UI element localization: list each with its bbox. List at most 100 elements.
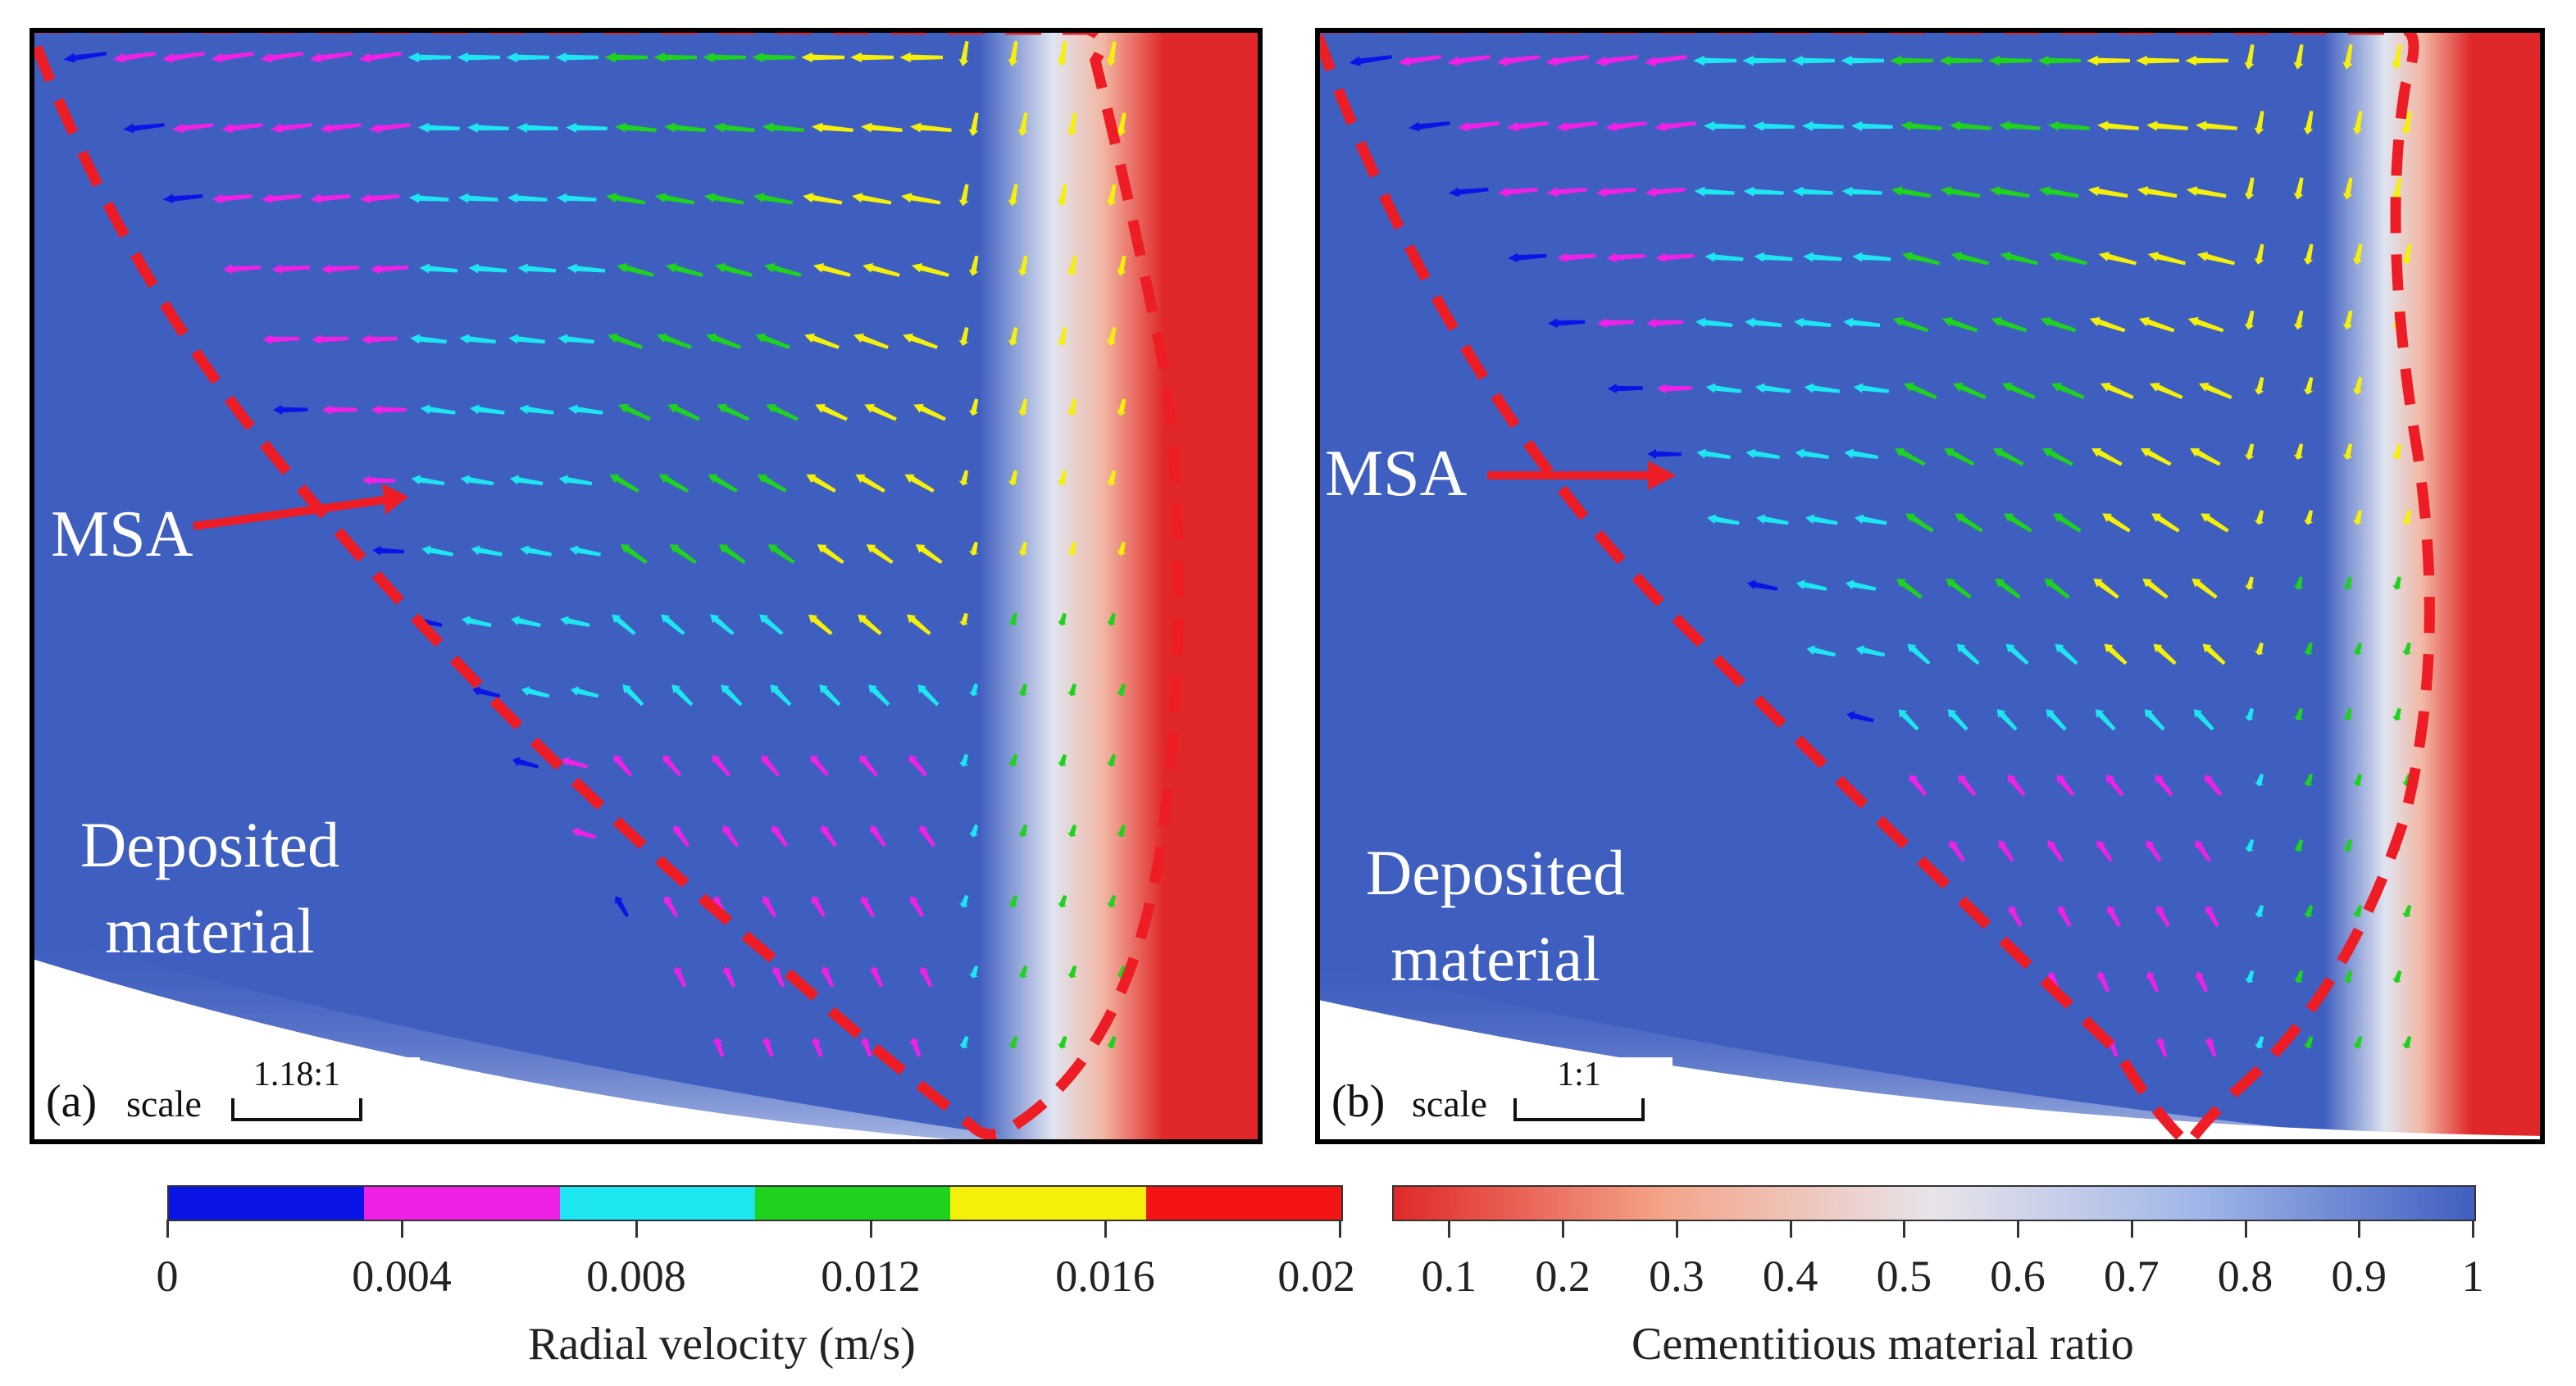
panel-b-velocity-arrow (1791, 55, 1835, 66)
velocity-band-4 (950, 1187, 1146, 1220)
panel-a-velocity-arrow (1067, 541, 1077, 556)
panel-b-velocity-arrow (2392, 970, 2402, 984)
panel-b-velocity-arrow (2153, 643, 2177, 666)
panel-b-velocity-arrow (1703, 120, 1745, 131)
panel-b-velocity-arrow (1448, 187, 1489, 198)
panel-b-velocity-arrow (1956, 643, 1980, 666)
panel-a-velocity-arrow (722, 966, 736, 988)
panel-a-velocity-arrow (469, 404, 505, 415)
panel-b-velocity-arrow (2392, 443, 2402, 460)
panel-b-velocity-arrow (1803, 252, 1842, 262)
panel-a-velocity-arrow (860, 896, 876, 918)
panel-b-velocity-arrow (1746, 579, 1778, 591)
panel-b-velocity-arrow (2095, 709, 2116, 731)
panel-b-velocity-arrow (2244, 310, 2255, 330)
panel-a-velocity-arrow (1017, 112, 1028, 137)
panel-a-velocity-arrow (671, 684, 694, 707)
panel-a-velocity-arrows (63, 40, 1126, 1057)
panel-a-velocity-arrow (908, 755, 928, 777)
panel-b-velocity-arrow (1547, 318, 1586, 329)
panel-a-velocity-arrow (1067, 255, 1077, 276)
panel-b-velocity-arrow (2303, 510, 2314, 525)
panel-b-velocity-arrow (2254, 376, 2264, 395)
panel-a-velocity-arrow (310, 193, 351, 204)
panel-a-velocity-arrow (1067, 112, 1077, 137)
ratio-tick-label: 0.1 (1421, 1252, 1477, 1301)
panel-b-velocity-arrow (2091, 448, 2123, 466)
panel-b-velocity-arrow (2392, 576, 2402, 590)
panel-b-velocity-arrow (1707, 514, 1740, 525)
panel-a-velocity-arrow (710, 614, 735, 635)
panel-a-velocity-arrow (917, 684, 940, 707)
panel-b-velocity-arrow (2087, 55, 2130, 66)
panel-b-velocity-arrow (1655, 252, 1695, 263)
panel-b-velocity-arrow (1595, 187, 1636, 198)
panel-a-velocity-arrow (919, 825, 936, 848)
panel-b-velocity-arrow (1949, 840, 1965, 862)
panel-a-velocity-arrow (910, 122, 952, 133)
panel-b-velocity-arrow (1909, 775, 1927, 797)
panel-b-velocity-arrow (1952, 382, 1987, 400)
panel-a-velocity-arrow (1057, 470, 1067, 486)
panel-a-velocity-arrow (556, 193, 597, 203)
panel-b-velocity-arrow (2140, 448, 2172, 466)
panel-b-velocity-arrow (2254, 904, 2264, 918)
ratio-tick-label: 0.7 (2104, 1252, 2160, 1301)
velocity-colorbar-title: Radial velocity (m/s) (528, 1319, 916, 1370)
panel-a-velocity-arrow (321, 264, 360, 275)
ratio-tick-mark (1789, 1220, 1792, 1238)
panel-a-velocity-arrow (1057, 753, 1067, 767)
panel-b-scale-box: (b) scale 1:1 (1320, 1057, 1673, 1139)
ratio-tick-mark (2130, 1220, 2133, 1238)
panel-a-velocity-arrow (663, 896, 679, 918)
panel-a-velocity-arrow (858, 614, 882, 635)
panel-a-velocity-arrow (654, 193, 695, 205)
panel-b-velocity-arrow (2038, 186, 2079, 198)
panel-b-velocity-arrow (2040, 316, 2077, 333)
panel-a-velocity-arrow (903, 333, 938, 349)
panel-a-velocity-arrow (909, 1037, 922, 1057)
panel-a-velocity-arrow (1057, 327, 1067, 346)
panel-b-velocity-arrow (2193, 709, 2214, 731)
panel-b-velocity-arrow (1694, 186, 1735, 197)
ratio-tick-mark (2358, 1220, 2361, 1238)
panel-b-velocity-arrow (1596, 318, 1635, 329)
panel-b-velocity-arrow (1795, 579, 1827, 591)
panel-b-velocity-arrow (1742, 55, 1786, 66)
panel-a-velocity-arrow (762, 896, 777, 918)
panel-b-velocity-arrow (1545, 55, 1589, 66)
panel-a-velocity-arrow (861, 122, 903, 133)
panel-b-velocity-arrow (1409, 121, 1450, 132)
panel-b-velocity-arrow (2352, 642, 2363, 656)
panel-a-velocity-arrow (320, 123, 362, 134)
panel-b-velocity-arrow (2244, 43, 2255, 70)
ratio-colorbar-title: Cementitious material ratio (1632, 1319, 2134, 1370)
panel-a-scale-bar (231, 1098, 362, 1121)
velocity-tick-mark (401, 1220, 403, 1238)
panel-b-velocity-arrow (1806, 645, 1836, 657)
panel-b-msa-boundary (1315, 28, 2435, 1144)
velocity-tick-label: 0.016 (1055, 1252, 1155, 1301)
panel-b-velocity-arrow (2352, 376, 2363, 395)
panel-a-velocity-arrow (604, 52, 648, 63)
panel-a-velocity-arrow (616, 263, 654, 277)
panel-a-velocity-arrow (958, 894, 969, 908)
panel-a-material-field (30, 28, 1263, 1144)
ratio-tick-mark (2472, 1220, 2474, 1238)
panel-a-velocity-arrow (968, 824, 979, 838)
panel-b-velocity-arrow (1898, 709, 1919, 731)
panel-a-velocity-arrow (968, 683, 979, 697)
panel-a-velocity-arrow (1057, 1035, 1067, 1049)
panel-b-velocity-arrow (2392, 707, 2402, 721)
panel-b-velocity-arrow (2401, 243, 2412, 265)
panel-a-velocity-arrow (459, 334, 496, 344)
panel-b-velocity-arrow (2001, 382, 2036, 400)
panel-b-velocity-arrow (1756, 514, 1789, 525)
panel-a-velocity-arrow (1116, 824, 1126, 838)
panel-a-velocity-arrow (752, 52, 795, 63)
ratio-tick-label: 1 (2461, 1252, 2484, 1301)
panel-a-velocity-arrow (605, 193, 646, 205)
panel-a-msa-label: MSA (51, 498, 193, 570)
panel-b-velocity-arrow (2293, 177, 2304, 200)
